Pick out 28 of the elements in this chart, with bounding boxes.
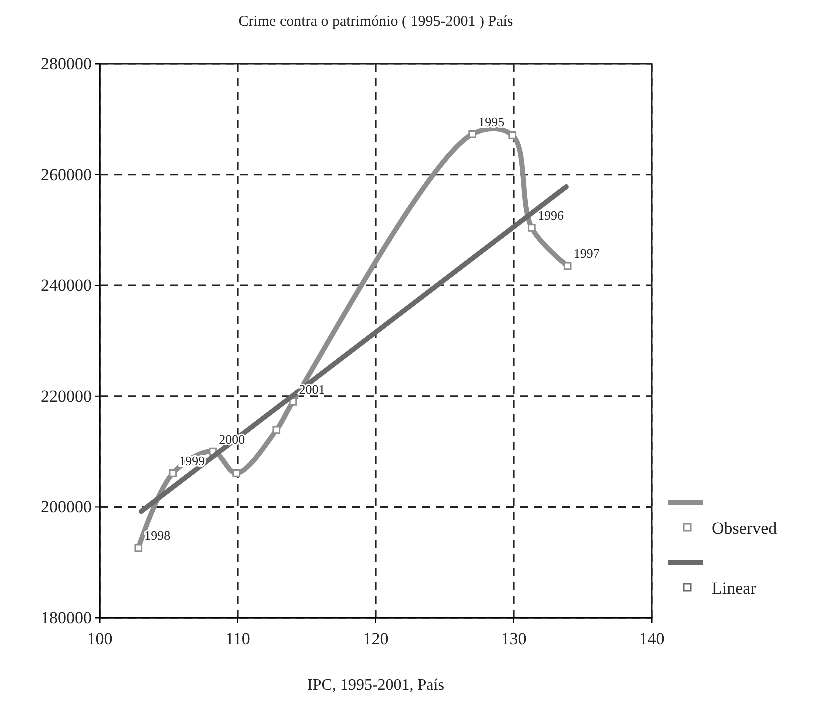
x-tick-label: 130 [501, 630, 527, 649]
annotation: 1997 [574, 246, 600, 262]
point [508, 132, 517, 140]
annotation: 1998 [144, 528, 171, 544]
chart-title: Crime contra o património ( 1995-2001 ) País [238, 14, 514, 30]
annotation: 1996 [538, 208, 564, 223]
x-tick-label: 120 [363, 630, 389, 649]
x-tick-label: 100 [87, 630, 113, 649]
x-axis-title: IPC, 1995-2001, País [308, 677, 444, 694]
legend-label: Linear [712, 579, 757, 598]
point [272, 426, 281, 434]
annotation: 1995 [478, 114, 505, 130]
point [169, 469, 178, 478]
point [564, 262, 572, 270]
annotation: 1999 [179, 453, 206, 468]
x-tick-label: 140 [639, 630, 665, 649]
y-tick-label: 280000 [41, 54, 92, 74]
point [468, 130, 477, 138]
y-tick-label: 240000 [41, 276, 92, 296]
y-tick-label: 200000 [41, 498, 92, 517]
y-tick-label: 220000 [41, 386, 92, 406]
x-tick-label: 110 [226, 630, 250, 649]
y-tick-label: 180000 [41, 608, 92, 628]
y-tick-label: 260000 [41, 165, 92, 184]
legend-label: Observed [712, 519, 778, 538]
point [134, 544, 143, 552]
point [232, 469, 241, 478]
point [528, 224, 536, 232]
